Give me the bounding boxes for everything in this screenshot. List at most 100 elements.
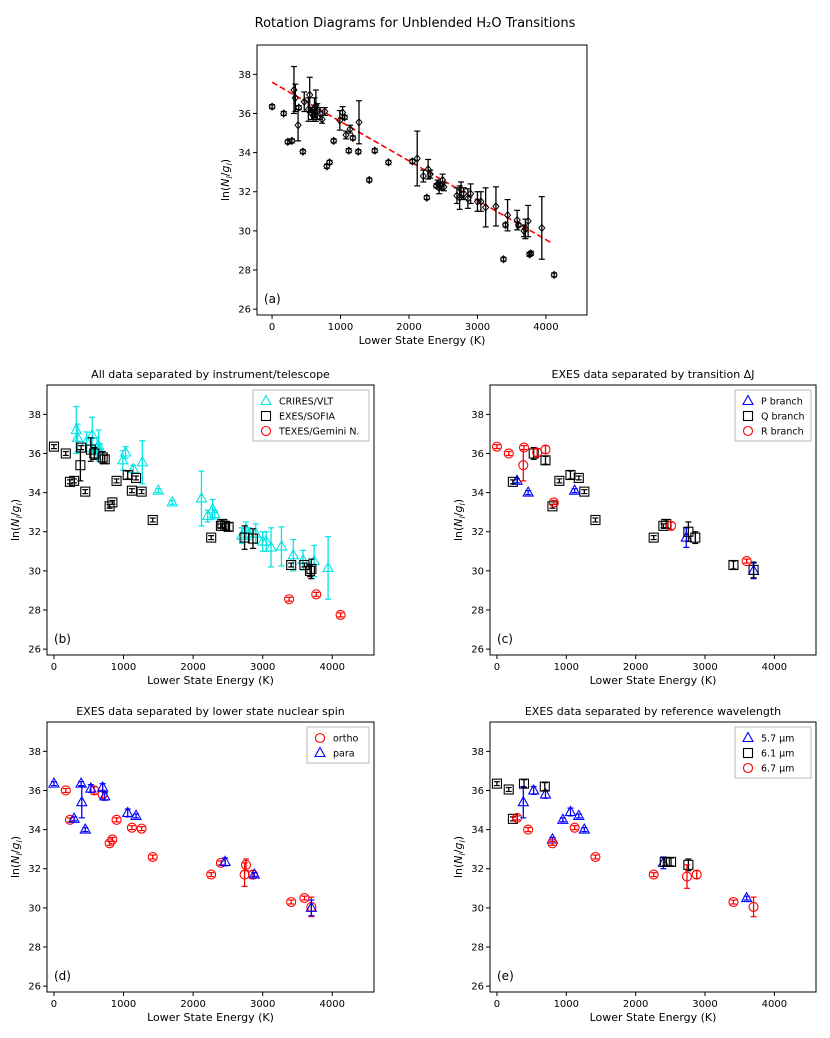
data-point bbox=[540, 455, 551, 466]
x-tick-label: 3000 bbox=[692, 662, 717, 673]
data-point bbox=[482, 203, 490, 212]
y-tick-label: 30 bbox=[471, 903, 484, 914]
data-point bbox=[527, 249, 535, 258]
data-point bbox=[665, 520, 677, 531]
data-point bbox=[220, 520, 231, 531]
data-point bbox=[284, 594, 295, 605]
data-point bbox=[690, 532, 701, 543]
data-point bbox=[248, 867, 261, 879]
legend-box bbox=[734, 389, 812, 442]
data-point bbox=[371, 146, 379, 155]
legend: ortho para bbox=[306, 726, 370, 764]
figure-title: Rotation Diagrams for Unblended H₂O Tran… bbox=[255, 16, 576, 31]
chart-title: EXES data separated by lower state nucle… bbox=[76, 705, 344, 718]
y-tick-label: 36 bbox=[471, 786, 484, 797]
legend-box bbox=[734, 726, 812, 779]
data-point bbox=[79, 822, 92, 834]
y-tick-label: 28 bbox=[238, 266, 251, 277]
x-tick-label: 3000 bbox=[692, 999, 717, 1010]
data-point bbox=[48, 441, 60, 452]
data-point bbox=[492, 202, 500, 211]
legend-label: TEXES/Gemini N. bbox=[278, 427, 359, 438]
y-axis-label: ln(Nl/gl) bbox=[452, 836, 467, 878]
legend-marker bbox=[260, 410, 272, 422]
legend-marker bbox=[742, 762, 754, 774]
legend-label: R branch bbox=[761, 427, 804, 438]
data-point bbox=[275, 539, 288, 551]
data-point bbox=[322, 561, 335, 572]
y-tick-label: 26 bbox=[471, 645, 484, 656]
chart-panel-b: All data separated by instrument/telesco… bbox=[9, 368, 375, 687]
data-point bbox=[683, 859, 694, 870]
y-tick-label: 26 bbox=[471, 982, 484, 993]
data-point bbox=[239, 532, 250, 543]
y-axis-label: ln(Nl/gl) bbox=[219, 159, 234, 201]
y-tick-label: 30 bbox=[471, 566, 484, 577]
y-tick-label: 30 bbox=[238, 226, 251, 237]
data-point bbox=[126, 485, 137, 496]
x-tick-label: 3000 bbox=[250, 999, 275, 1010]
data-point bbox=[522, 485, 535, 497]
x-tick-label: 1000 bbox=[111, 662, 136, 673]
legend-marker bbox=[742, 747, 754, 759]
data-point bbox=[728, 896, 739, 908]
data-point bbox=[426, 169, 434, 179]
data-point bbox=[84, 781, 97, 793]
data-point bbox=[340, 113, 349, 122]
y-tick-label: 28 bbox=[471, 943, 484, 954]
data-point bbox=[419, 171, 428, 181]
data-point bbox=[578, 822, 591, 834]
data-point bbox=[284, 137, 292, 147]
legend-marker bbox=[742, 410, 754, 422]
data-point bbox=[195, 491, 208, 503]
data-point bbox=[346, 124, 354, 134]
y-tick-label: 34 bbox=[238, 148, 251, 159]
panel-label: (c) bbox=[497, 632, 513, 646]
data-point bbox=[503, 784, 514, 795]
data-point bbox=[648, 532, 659, 543]
data-point bbox=[659, 856, 670, 867]
x-axis-label: Lower State Energy (K) bbox=[590, 1011, 717, 1024]
data-point bbox=[152, 484, 165, 495]
data-point bbox=[311, 589, 322, 600]
legend-label: P branch bbox=[761, 397, 803, 408]
x-tick-label: 1000 bbox=[328, 322, 353, 333]
legend-marker bbox=[742, 425, 754, 437]
legend-label: Q branch bbox=[761, 412, 805, 423]
data-point bbox=[299, 893, 310, 904]
data-point bbox=[304, 565, 316, 576]
data-point bbox=[538, 223, 546, 233]
data-point bbox=[96, 780, 109, 792]
data-point bbox=[491, 778, 502, 789]
data-point bbox=[648, 869, 659, 880]
y-tick-label: 38 bbox=[471, 410, 484, 421]
data-point bbox=[99, 454, 110, 465]
data-point bbox=[291, 93, 299, 103]
x-tick-label: 4000 bbox=[762, 662, 787, 673]
data-point bbox=[268, 102, 276, 111]
legend-marker bbox=[260, 425, 272, 437]
axes-frame bbox=[489, 721, 817, 993]
data-point bbox=[71, 431, 84, 442]
y-tick-label: 36 bbox=[471, 449, 484, 460]
data-point bbox=[569, 822, 580, 833]
chart-panel-c: EXES data separated by transition ΔJ 0 100… bbox=[452, 368, 817, 687]
data-point bbox=[539, 781, 550, 792]
x-tick-label: 2000 bbox=[396, 322, 421, 333]
y-tick-label: 32 bbox=[471, 527, 484, 538]
data-point bbox=[691, 869, 702, 880]
data-point bbox=[590, 851, 601, 863]
data-point bbox=[286, 896, 297, 908]
data-point bbox=[130, 809, 142, 820]
y-tick-label: 30 bbox=[28, 566, 41, 577]
data-point bbox=[240, 859, 252, 870]
data-point bbox=[260, 534, 273, 546]
data-point bbox=[325, 158, 334, 167]
data-point bbox=[728, 559, 739, 571]
data-point bbox=[136, 823, 147, 834]
y-tick-label: 26 bbox=[28, 982, 41, 993]
legend-label: ortho bbox=[333, 734, 358, 745]
data-point bbox=[70, 423, 83, 435]
data-point bbox=[136, 455, 149, 467]
data-point bbox=[658, 520, 669, 531]
